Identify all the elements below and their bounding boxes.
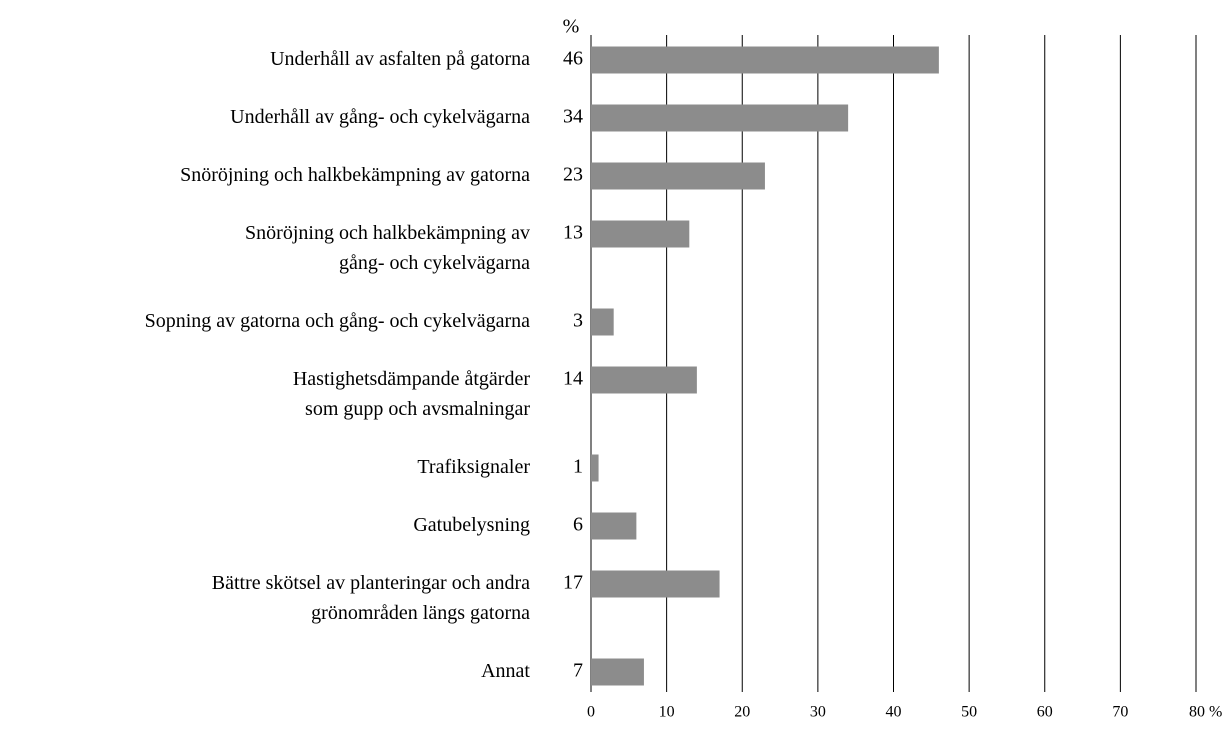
x-tick-label: 70	[1112, 704, 1128, 721]
bar	[591, 512, 637, 540]
axis-label: %	[563, 16, 580, 38]
x-tick-label: 60	[1037, 704, 1053, 721]
x-tick-label: 10	[659, 704, 675, 721]
bar	[591, 220, 690, 248]
bar	[591, 46, 939, 74]
bar	[591, 658, 644, 686]
x-tick-label: 30	[810, 704, 826, 721]
bar	[591, 308, 614, 336]
x-tick-label: 0	[587, 704, 595, 721]
value-label: 46	[563, 48, 583, 70]
category-label: Sopning av gatorna och gång- och cykelvä…	[145, 310, 531, 332]
category-label: Bättre skötsel av planteringar och andra…	[212, 572, 530, 624]
bar	[591, 454, 599, 482]
bar	[591, 570, 720, 598]
category-label: Trafiksignaler	[417, 456, 530, 478]
bar	[591, 366, 697, 394]
value-label: 34	[563, 106, 583, 128]
value-label: 17	[563, 572, 583, 594]
x-tick-label: 20	[734, 704, 750, 721]
category-label: Snöröjning och halkbekämpning av gång- oc…	[245, 222, 530, 274]
category-label: Hastighetsdämpande åtgärder som gupp och …	[293, 368, 530, 420]
x-tick-label: 40	[886, 704, 902, 721]
value-label: 1	[573, 456, 583, 478]
category-label: Underhåll av gång- och cykelvägarna	[230, 106, 530, 128]
category-label: Annat	[481, 660, 530, 682]
value-label: 3	[573, 310, 583, 332]
category-label: Snöröjning och halkbekämpning av gatorna	[180, 164, 530, 186]
x-tick-label: 80 %	[1189, 704, 1222, 721]
value-label: 7	[573, 660, 583, 682]
category-label: Gatubelysning	[413, 514, 530, 536]
value-label: 6	[573, 514, 583, 536]
x-tick-label: 50	[961, 704, 977, 721]
value-label: 14	[563, 368, 583, 390]
value-label: 23	[563, 164, 583, 186]
bar	[591, 104, 849, 132]
bar	[591, 162, 765, 190]
category-label: Underhåll av asfalten på gatorna	[270, 48, 530, 70]
value-label: 13	[563, 222, 583, 244]
